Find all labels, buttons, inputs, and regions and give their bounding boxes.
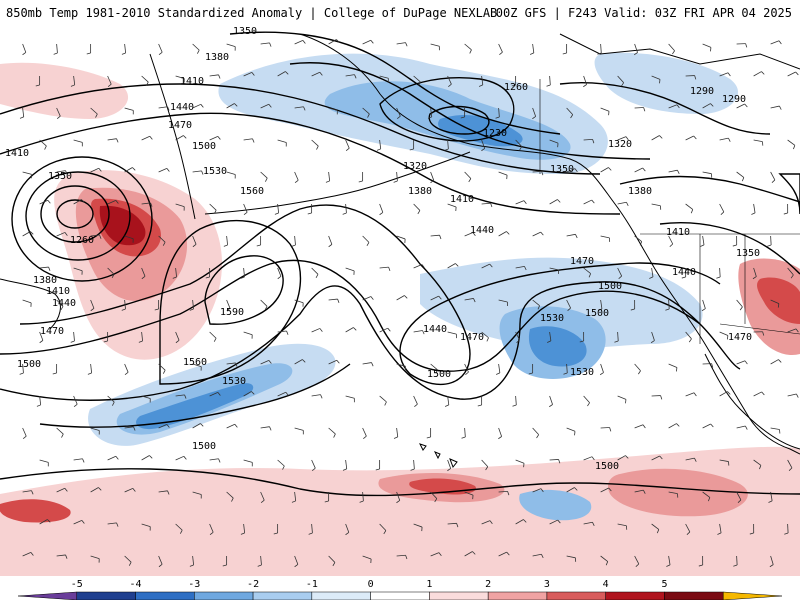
colorbar-cell: [429, 592, 488, 600]
height-contour-label: 1470: [168, 120, 192, 131]
wind-barb-shaft: [635, 107, 644, 108]
colorbar-tick-label: -2: [247, 579, 259, 590]
colorbar-canvas: -5 -4 -3 -2 -1 0 1 2 3 4 5: [0, 576, 800, 600]
height-contour-label: 1530: [203, 166, 227, 177]
height-contour-label: 1410: [450, 194, 474, 205]
height-contour-label: 1410: [666, 227, 690, 238]
colorbar-cell: [18, 592, 77, 600]
colorbar-cell: [194, 592, 253, 600]
wind-barb-shaft: [771, 236, 772, 245]
height-contour-label: 1440: [423, 324, 447, 335]
colorbar-cell: [606, 592, 665, 600]
colorbar-cell: [488, 592, 547, 600]
height-contour-label: 1500: [595, 461, 619, 472]
height-contour-label: 1260: [70, 235, 94, 246]
height-contour-label: 1530: [222, 376, 246, 387]
height-contour-label: 1380: [33, 275, 57, 286]
height-contour-label: 1500: [17, 359, 41, 370]
height-contour-label: 1560: [240, 186, 264, 197]
height-contour-label: 1470: [570, 256, 594, 267]
colorbar-tick-label: -1: [306, 579, 318, 590]
height-contour-label: 1230: [483, 128, 507, 139]
height-contour-label: 1320: [403, 161, 427, 172]
height-contour-label: 1530: [540, 313, 564, 324]
colorbar-cell: [723, 592, 782, 600]
colorbar-cells: [18, 592, 782, 600]
height-contour-label: 1470: [728, 332, 752, 343]
height-contour-label: 1440: [470, 225, 494, 236]
title-bar: 850mb Temp 1981-2010 Standardized Anomal…: [0, 0, 800, 24]
height-contour-label: 1500: [427, 369, 451, 380]
height-contour-label: 1350: [550, 164, 574, 175]
height-contour-label: 1500: [598, 281, 622, 292]
height-contour-label: 1290: [722, 94, 746, 105]
height-contour-label: 1380: [628, 186, 652, 197]
height-contour-label: 1530: [570, 367, 594, 378]
height-contour-label: 1380: [205, 52, 229, 63]
height-contour-label: 1590: [220, 307, 244, 318]
height-contour-label: 1290: [690, 86, 714, 97]
colorbar-tick-label: 3: [544, 579, 550, 590]
height-contour-label: 1350: [233, 26, 257, 37]
height-contour-label: 1500: [192, 441, 216, 452]
height-contour-label: 1410: [5, 148, 29, 159]
wind-barb-flag: [676, 367, 677, 371]
colorbar-cell: [77, 592, 136, 600]
product-title: 850mb Temp 1981-2010 Standardized Anomal…: [6, 6, 497, 20]
colorbar: -5 -4 -3 -2 -1 0 1 2 3 4 5: [0, 576, 800, 600]
wind-barb-shaft: [720, 268, 721, 277]
colorbar-tick-label: -3: [188, 579, 200, 590]
height-contour-label: 1470: [460, 332, 484, 343]
colorbar-tick-label: 4: [603, 579, 609, 590]
height-contour-label: 1380: [408, 186, 432, 197]
colorbar-tick-label: -4: [130, 579, 142, 590]
wind-barb-flag: [710, 47, 711, 51]
colorbar-tick-label: 1: [426, 579, 432, 590]
height-contour-label: 1260: [504, 82, 528, 93]
colorbar-tick-labels: -5 -4 -3 -2 -1 0 1 2 3 4 5: [71, 579, 668, 590]
height-contour-label: 1500: [192, 141, 216, 152]
height-contour-label: 1350: [48, 171, 72, 182]
height-contour-label: 1560: [183, 357, 207, 368]
colorbar-tick-label: 2: [485, 579, 491, 590]
height-contour-label: 1440: [170, 102, 194, 113]
colorbar-tick-label: -5: [71, 579, 83, 590]
colorbar-cell: [371, 592, 430, 600]
colorbar-cell: [136, 592, 195, 600]
height-contour-label: 1440: [52, 298, 76, 309]
height-contour-label: 1470: [40, 326, 64, 337]
height-contour-label: 1440: [672, 267, 696, 278]
wind-barb-shaft: [550, 459, 559, 460]
height-contour-label: 1410: [180, 76, 204, 87]
colorbar-cell: [253, 592, 312, 600]
colorbar-cell: [547, 592, 606, 600]
colorbar-cell: [664, 592, 723, 600]
colorbar-cell: [312, 592, 371, 600]
height-contour-label: 1500: [585, 308, 609, 319]
height-contour-label: 1410: [46, 286, 70, 297]
height-contour-label: 1320: [608, 139, 632, 150]
model-run-valid-time: 00Z GFS | F243 Valid: 03Z FRI APR 04 202…: [496, 6, 792, 20]
map-canvas: 1350138014101440147015001530141013501260…: [0, 24, 800, 576]
colorbar-tick-label: 0: [368, 579, 374, 590]
height-contour-label: 1350: [736, 248, 760, 259]
wind-barb-shaft: [737, 556, 738, 565]
colorbar-tick-label: 5: [661, 579, 667, 590]
